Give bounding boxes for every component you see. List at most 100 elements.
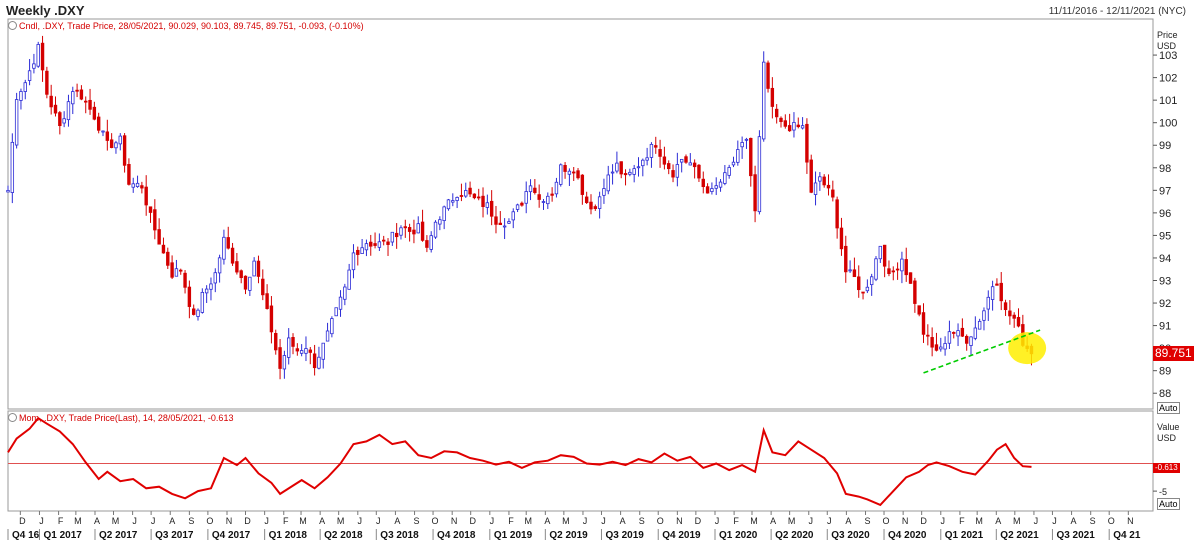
candle bbox=[291, 333, 295, 355]
quarter-label: Q3 2021 bbox=[1056, 530, 1095, 541]
candle-body bbox=[857, 276, 861, 291]
candle bbox=[688, 153, 693, 166]
month-tick-label: J bbox=[715, 516, 720, 526]
candle bbox=[744, 137, 749, 149]
candle bbox=[187, 280, 192, 319]
momentum-auto-scale-button[interactable]: Auto bbox=[1157, 498, 1180, 510]
candle-body bbox=[187, 286, 192, 307]
candle-body bbox=[610, 171, 615, 174]
candle-body bbox=[472, 193, 477, 199]
candle-body bbox=[718, 181, 723, 188]
candle-body bbox=[576, 170, 580, 179]
candle bbox=[261, 269, 265, 301]
candle-body bbox=[174, 268, 179, 277]
candle bbox=[157, 218, 161, 245]
candle bbox=[619, 161, 623, 179]
candle-body bbox=[429, 235, 433, 250]
candle bbox=[92, 101, 97, 121]
candle-body bbox=[312, 353, 317, 369]
candle bbox=[286, 328, 291, 365]
candle-body bbox=[204, 288, 209, 294]
candle bbox=[766, 60, 770, 93]
candle-body bbox=[6, 190, 10, 193]
candle bbox=[908, 272, 913, 284]
candle-body bbox=[572, 171, 576, 174]
candle bbox=[118, 133, 122, 151]
candle bbox=[23, 79, 27, 100]
candle bbox=[753, 165, 757, 223]
candle bbox=[438, 216, 442, 231]
price-panel-frame bbox=[7, 18, 1154, 410]
candle-body bbox=[632, 168, 636, 175]
month-tick-label: S bbox=[1090, 516, 1096, 526]
candle bbox=[982, 307, 986, 331]
candle bbox=[10, 133, 15, 204]
candle bbox=[330, 316, 334, 338]
candle-body bbox=[520, 202, 524, 206]
candle bbox=[623, 169, 628, 186]
candle bbox=[813, 171, 818, 206]
candle-body bbox=[382, 239, 386, 242]
candle bbox=[489, 190, 494, 226]
candle bbox=[382, 235, 386, 246]
quarter-label: Q1 2017 bbox=[43, 530, 82, 541]
candle bbox=[636, 157, 641, 177]
candle bbox=[770, 77, 775, 119]
candle bbox=[377, 233, 382, 252]
candle-body bbox=[446, 199, 451, 210]
candle-body bbox=[1008, 310, 1012, 317]
month-tick-label: S bbox=[639, 516, 645, 526]
quarter-label: Q2 2020 bbox=[775, 530, 814, 541]
candle bbox=[161, 237, 166, 254]
candle bbox=[528, 179, 533, 201]
candle-body bbox=[498, 222, 503, 226]
price-tick-label: 103 bbox=[1159, 50, 1177, 62]
candle-body bbox=[926, 334, 930, 337]
candle bbox=[235, 252, 239, 275]
candle bbox=[252, 257, 256, 277]
candle bbox=[101, 130, 105, 137]
candle-body bbox=[986, 296, 990, 310]
candle bbox=[857, 265, 861, 298]
candle-body bbox=[62, 118, 66, 124]
candle bbox=[114, 140, 118, 154]
candle-body bbox=[144, 186, 148, 206]
candle bbox=[269, 296, 274, 344]
candle bbox=[757, 130, 762, 215]
price-tick-label: 97 bbox=[1159, 185, 1171, 197]
candle-body bbox=[32, 63, 36, 69]
momentum-series bbox=[7, 416, 1153, 507]
month-tick-label: A bbox=[845, 516, 851, 526]
candle-body bbox=[217, 257, 222, 274]
month-tick-label: O bbox=[432, 516, 439, 526]
candle-body bbox=[878, 245, 883, 260]
candle bbox=[369, 234, 373, 256]
month-tick-label: M bbox=[112, 516, 120, 526]
candle-body bbox=[796, 124, 800, 128]
candle-body bbox=[645, 157, 649, 161]
month-tick-label: D bbox=[244, 516, 251, 526]
candle-body bbox=[239, 270, 243, 279]
candle bbox=[727, 164, 731, 179]
month-tick-label: J bbox=[490, 516, 495, 526]
candle bbox=[667, 160, 671, 175]
candle bbox=[874, 256, 878, 282]
candle bbox=[420, 209, 425, 242]
candle-body bbox=[593, 206, 598, 209]
candle-body bbox=[278, 347, 282, 369]
candle bbox=[325, 322, 330, 342]
candle-body bbox=[433, 221, 438, 238]
candle-body bbox=[809, 159, 813, 193]
candle-body bbox=[550, 193, 554, 196]
chart-title: Weekly .DXY bbox=[6, 3, 85, 18]
candle-body bbox=[977, 320, 982, 330]
candle-body bbox=[546, 195, 550, 205]
price-tick-label: 93 bbox=[1159, 276, 1171, 288]
candle bbox=[230, 242, 235, 266]
price-auto-scale-button[interactable]: Auto bbox=[1157, 402, 1180, 414]
candle bbox=[66, 94, 71, 127]
candle-body bbox=[541, 201, 546, 203]
quarter-label: Q2 2018 bbox=[324, 530, 363, 541]
candle bbox=[844, 235, 848, 283]
